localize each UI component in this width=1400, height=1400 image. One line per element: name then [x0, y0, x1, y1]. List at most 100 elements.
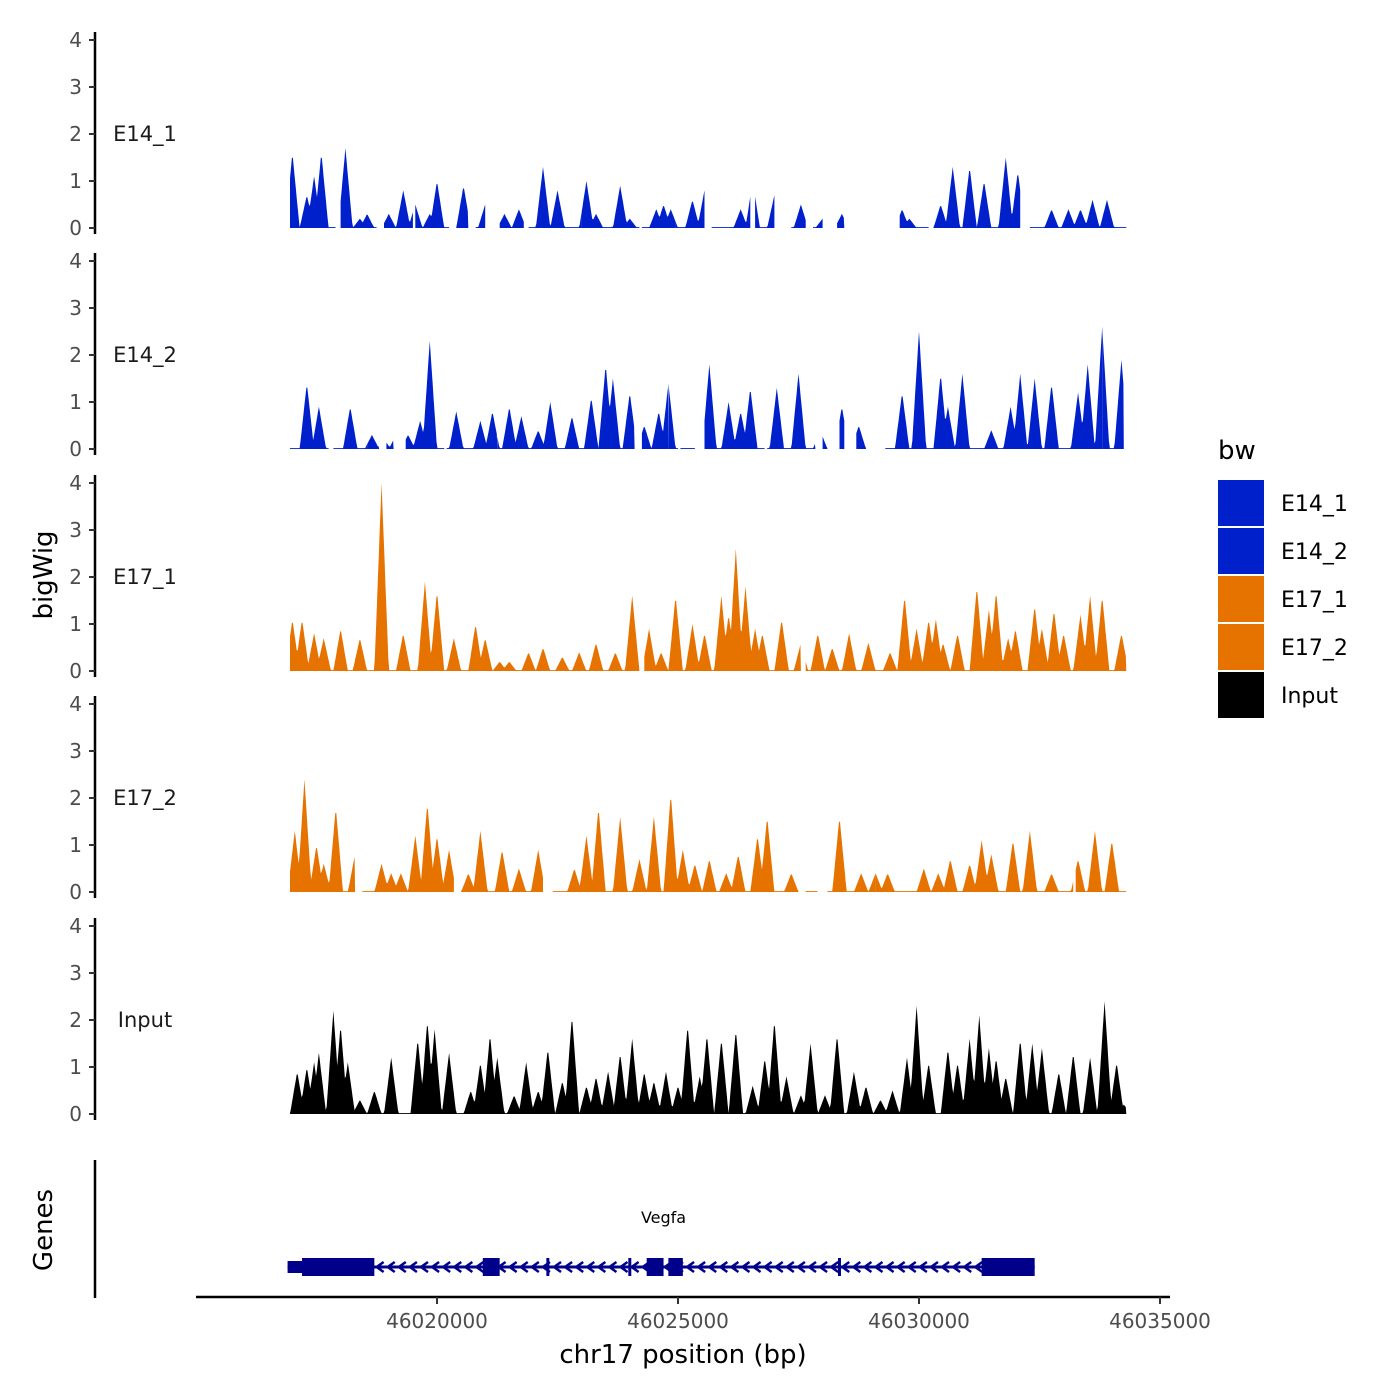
strand-arrow	[917, 1260, 928, 1274]
coverage-area	[832, 821, 876, 892]
strand-arrow	[795, 1260, 806, 1274]
track-label: E14_1	[113, 122, 177, 147]
coverage-area	[875, 830, 1074, 892]
y-axis-title: bigWig	[29, 530, 59, 619]
strand-arrow	[962, 1260, 972, 1274]
coverage-area	[899, 210, 929, 228]
gene-name-label: Vegfa	[641, 1208, 686, 1227]
gene-exon	[287, 1261, 303, 1273]
coverage-area	[822, 436, 828, 449]
strand-arrow	[895, 1260, 906, 1274]
strand-arrow	[585, 1260, 596, 1274]
coverage-area	[290, 157, 336, 228]
genes-track: Vegfa	[93, 1160, 1035, 1298]
gene-exon	[646, 1258, 664, 1276]
strand-arrow	[806, 1260, 817, 1274]
coverage-tracks: 0 1 2 3 4 E14_1 0 1 2 3 4 E14_2 0 1 2 3 4 E17_1 0 1 2 3 4 E17_2…	[69, 28, 1127, 1126]
coverage-area	[933, 157, 1021, 228]
coverage-area	[680, 448, 695, 449]
strand-arrow	[607, 1260, 618, 1274]
coverage-area	[290, 1001, 1127, 1114]
strand-arrow	[718, 1260, 729, 1274]
strand-arrow	[751, 1260, 762, 1274]
strand-arrow	[851, 1260, 862, 1274]
coverage-area	[813, 218, 823, 228]
track-Input: 0 1 2 3 4 Input	[69, 914, 1127, 1126]
strand-arrow	[441, 1260, 451, 1274]
x-tick-label: 46035000	[1109, 1309, 1211, 1333]
coverage-area	[1029, 199, 1127, 228]
gene-exon	[482, 1258, 500, 1276]
strand-arrow	[618, 1260, 629, 1274]
x-tick-label: 46020000	[386, 1309, 488, 1333]
y-tick-label: 3	[69, 961, 82, 985]
strand-arrow	[884, 1260, 895, 1274]
y-tick-label: 1	[69, 169, 82, 193]
strand-arrow	[518, 1260, 529, 1274]
strand-arrow	[862, 1260, 873, 1274]
legend: bw E14_1 E14_2 E17_1 E17_2 Input	[1218, 436, 1348, 718]
coverage-area	[499, 209, 524, 228]
y-tick-label: 2	[69, 122, 82, 146]
strand-arrow	[906, 1260, 917, 1274]
strand-arrow	[740, 1260, 751, 1274]
track-E14_1: 0 1 2 3 4 E14_1	[69, 28, 1127, 240]
strand-arrow	[396, 1260, 407, 1274]
y-tick-label: 0	[69, 437, 82, 461]
coverage-area	[528, 166, 582, 228]
strand-arrow	[928, 1260, 939, 1274]
strand-arrow	[762, 1260, 773, 1274]
track-label: E17_2	[113, 786, 177, 811]
coverage-area	[340, 148, 377, 228]
coverage-area	[827, 891, 833, 892]
coverage-area	[446, 411, 498, 449]
coverage-area	[386, 440, 394, 449]
track-E17_1: 0 1 2 3 4 E17_1	[69, 471, 1127, 683]
track-label: E17_1	[113, 565, 177, 590]
strand-arrow	[385, 1260, 396, 1274]
coverage-area	[644, 548, 801, 671]
coverage-area	[384, 190, 413, 228]
coverage-area	[333, 409, 368, 449]
strand-arrow	[429, 1260, 440, 1274]
strand-arrow	[939, 1260, 950, 1274]
track-E14_2: 0 1 2 3 4 E14_2	[69, 249, 1124, 461]
coverage-area	[805, 592, 1127, 671]
coverage-area	[885, 326, 1103, 449]
coverage-area	[456, 188, 469, 228]
y-tick-label: 2	[69, 786, 82, 810]
y-tick-label: 0	[69, 216, 82, 240]
coverage-area	[675, 190, 705, 228]
coverage-area	[497, 370, 635, 449]
strand-arrow	[374, 1260, 385, 1274]
strand-arrow	[973, 1260, 984, 1274]
strand-arrow	[551, 1260, 562, 1274]
y-tick-label: 0	[69, 659, 82, 683]
y-tick-label: 3	[69, 739, 82, 763]
legend-label: E17_1	[1281, 588, 1348, 613]
strand-arrow	[695, 1260, 706, 1274]
gene-exon	[981, 1258, 1035, 1276]
y-tick-label: 1	[69, 1055, 82, 1079]
coverage-area	[367, 434, 380, 449]
coverage-area	[805, 891, 818, 892]
x-axis: 46020000 46025000 46030000 46035000	[196, 1295, 1211, 1333]
x-tick-label: 46030000	[868, 1309, 970, 1333]
strand-arrow	[629, 1260, 640, 1274]
strand-arrow	[418, 1260, 429, 1274]
y-tick-label: 0	[69, 1102, 82, 1126]
y-tick-label: 2	[69, 1008, 82, 1032]
strand-arrow	[452, 1260, 462, 1274]
legend-swatch	[1218, 480, 1264, 526]
y-tick-label: 0	[69, 880, 82, 904]
coverage-area	[791, 204, 806, 228]
x-tick-label: 46025000	[627, 1309, 729, 1333]
legend-label: E14_1	[1281, 492, 1348, 517]
strand-arrow	[529, 1260, 540, 1274]
legend-title: bw	[1218, 436, 1256, 466]
coverage-area	[784, 373, 816, 449]
strand-arrow	[596, 1260, 607, 1274]
coverage-area	[837, 213, 845, 228]
y-tick-label: 1	[69, 612, 82, 636]
